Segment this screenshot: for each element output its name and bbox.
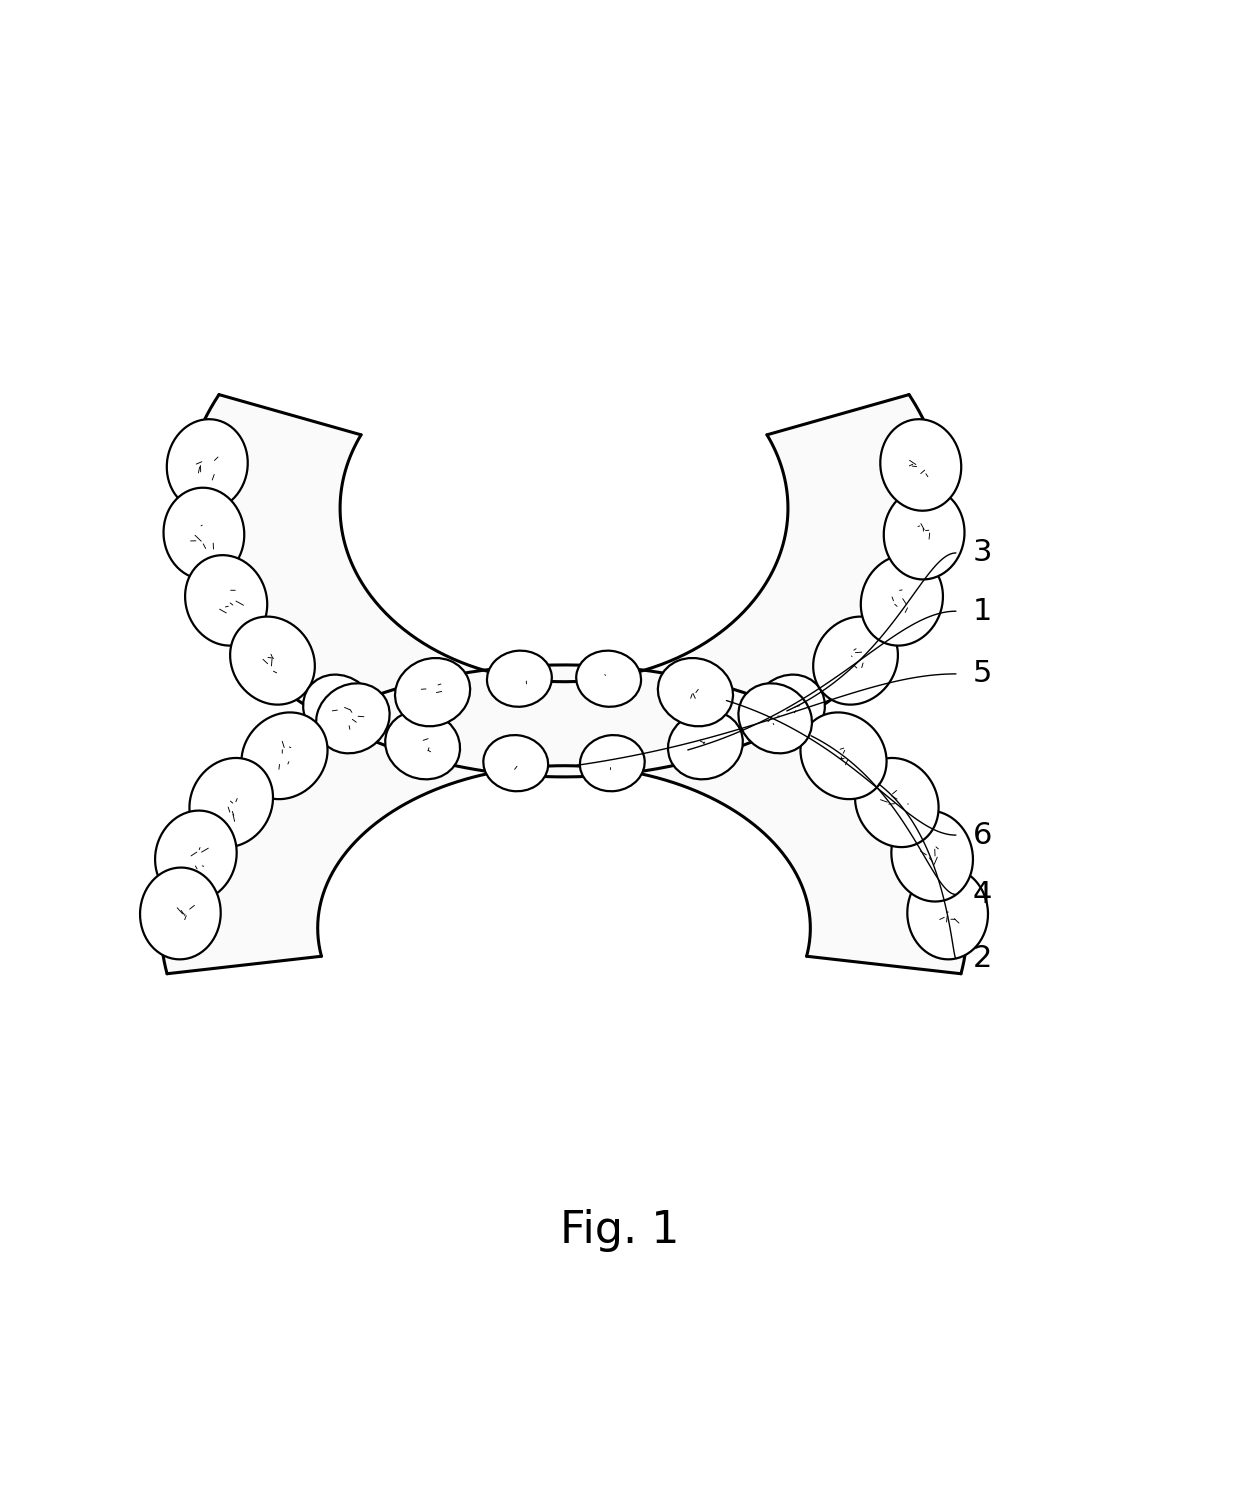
Ellipse shape bbox=[856, 758, 939, 847]
Text: 5: 5 bbox=[972, 659, 992, 688]
Ellipse shape bbox=[484, 735, 548, 791]
Ellipse shape bbox=[303, 675, 376, 745]
Text: 6: 6 bbox=[972, 821, 992, 850]
Ellipse shape bbox=[316, 684, 389, 753]
Ellipse shape bbox=[880, 420, 961, 510]
Text: Fig. 1: Fig. 1 bbox=[560, 1209, 680, 1252]
Text: 3: 3 bbox=[972, 539, 992, 567]
Ellipse shape bbox=[892, 810, 973, 901]
Ellipse shape bbox=[738, 684, 812, 753]
Ellipse shape bbox=[908, 868, 988, 960]
Ellipse shape bbox=[813, 617, 898, 705]
Polygon shape bbox=[184, 394, 945, 777]
Ellipse shape bbox=[155, 810, 237, 901]
Polygon shape bbox=[161, 665, 967, 973]
Ellipse shape bbox=[231, 617, 315, 705]
Ellipse shape bbox=[580, 735, 645, 791]
Ellipse shape bbox=[658, 658, 733, 726]
Ellipse shape bbox=[861, 555, 942, 646]
Ellipse shape bbox=[801, 712, 887, 800]
Ellipse shape bbox=[190, 758, 273, 847]
Ellipse shape bbox=[396, 658, 470, 726]
Ellipse shape bbox=[242, 712, 327, 800]
Ellipse shape bbox=[884, 487, 965, 579]
Ellipse shape bbox=[164, 487, 244, 579]
Text: 1: 1 bbox=[972, 596, 992, 626]
Ellipse shape bbox=[487, 650, 552, 706]
Ellipse shape bbox=[751, 675, 825, 745]
Ellipse shape bbox=[577, 650, 641, 706]
Polygon shape bbox=[161, 665, 967, 973]
Text: 2: 2 bbox=[972, 943, 992, 973]
Text: 4: 4 bbox=[972, 880, 992, 908]
Ellipse shape bbox=[185, 555, 268, 646]
Ellipse shape bbox=[140, 868, 221, 960]
Ellipse shape bbox=[668, 711, 743, 779]
Ellipse shape bbox=[167, 420, 248, 510]
Ellipse shape bbox=[386, 711, 460, 779]
Polygon shape bbox=[184, 394, 945, 777]
